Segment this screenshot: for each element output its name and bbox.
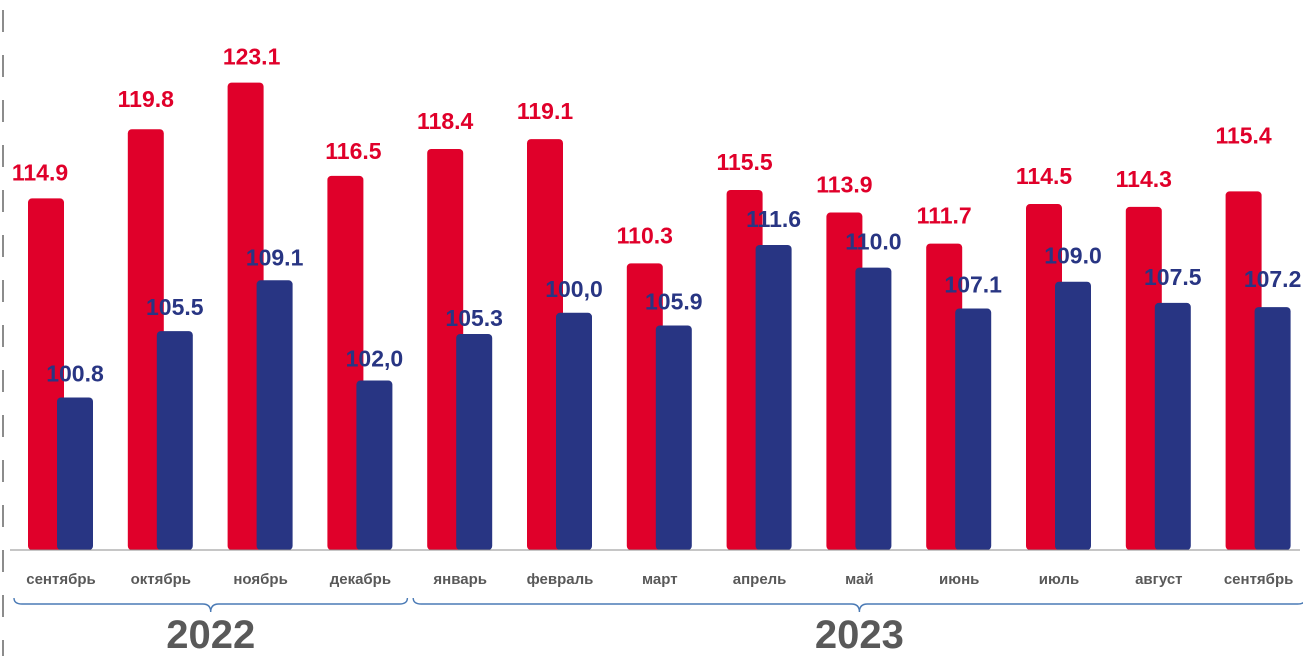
category-label: май [845, 571, 873, 588]
value-label-series-1: 123.1 [223, 44, 281, 70]
value-label-series-1: 115.5 [716, 149, 772, 175]
bar-series-1 [227, 82, 264, 551]
category-label: ноябрь [233, 571, 287, 588]
bar-series-2 [655, 325, 692, 550]
bar-series-1 [1225, 191, 1262, 551]
bar-series-2 [156, 331, 193, 550]
value-label-series-2: 107.2 [1244, 266, 1302, 292]
value-label-series-1: 110.3 [617, 222, 673, 248]
bar-series-1 [327, 175, 364, 550]
value-label-series-1: 116.5 [325, 138, 381, 164]
category-labels: сентябрь октябрь ноябрь декабрь январь феврал… [26, 571, 1293, 588]
value-label-series-2: 107.5 [1144, 264, 1202, 290]
bar-series-2 [456, 333, 493, 550]
bar-series-1 [1026, 204, 1062, 550]
category-label: январь [433, 571, 487, 588]
value-label-series-2: 105.3 [445, 305, 503, 331]
value-label-series-1: 114.3 [1116, 166, 1172, 192]
value-label-series-1: 114.5 [1016, 163, 1072, 189]
value-labels: 114.9 100.8 119.8 105.5 123.1 109.1 116.5 102,0… [12, 44, 1302, 387]
value-label-series-1: 114.9 [12, 159, 68, 185]
year-label: 2023 [815, 613, 904, 656]
category-label: сентябрь [1224, 571, 1294, 588]
category-label: декабрь [330, 571, 391, 588]
bar-series-2 [57, 397, 93, 550]
bar-series-1 [527, 139, 563, 550]
value-label-series-1: 119.8 [118, 86, 174, 112]
value-label-series-2: 109.0 [1044, 243, 1102, 269]
bar-series-2 [356, 380, 393, 550]
bar-series-2 [1055, 281, 1091, 550]
value-label-series-2: 110.0 [845, 229, 901, 255]
value-label-series-2: 102,0 [346, 346, 404, 372]
bar-series-1 [726, 189, 763, 550]
value-label-series-2: 105.5 [146, 294, 204, 320]
bar-series-2 [1154, 302, 1191, 550]
value-label-series-1: 115.4 [1215, 122, 1271, 148]
bar-series-2 [1254, 307, 1291, 550]
bars [28, 82, 1291, 551]
year-brace [412, 597, 1303, 613]
category-label: март [642, 571, 678, 588]
value-label-series-1: 113.9 [816, 172, 872, 198]
bar-series-1 [926, 243, 963, 550]
bar-series-1 [626, 263, 663, 550]
category-label: апрель [733, 571, 787, 588]
value-label-series-2: 107.1 [944, 272, 1002, 298]
bar-series-1 [1125, 206, 1162, 550]
bar-series-2 [755, 245, 792, 550]
category-label: октябрь [131, 571, 191, 588]
category-label: июнь [939, 571, 979, 588]
year-braces [13, 597, 1303, 613]
value-label-series-2: 105.9 [645, 288, 703, 314]
value-label-series-1: 119.1 [517, 98, 573, 124]
category-label: июль [1039, 571, 1079, 588]
bar-series-2 [256, 280, 293, 550]
bar-series-1 [127, 129, 164, 550]
year-label: 2022 [166, 613, 255, 656]
year-labels: 2022 2023 [166, 613, 904, 656]
bar-series-2 [955, 308, 992, 550]
value-label-series-2: 109.1 [246, 244, 304, 270]
bar-series-2 [855, 267, 892, 550]
category-label: сентябрь [26, 571, 96, 588]
year-brace [13, 597, 409, 613]
bar-series-2 [556, 312, 592, 550]
value-label-series-1: 111.7 [917, 203, 972, 229]
bar-series-1 [427, 148, 464, 550]
value-label-series-2: 100.8 [46, 361, 104, 387]
value-label-series-1: 118.4 [417, 108, 473, 134]
bar-series-1 [28, 198, 64, 551]
category-label: февраль [527, 571, 594, 588]
value-label-series-2: 100,0 [545, 276, 603, 302]
category-label: август [1135, 571, 1182, 588]
bar-series-1 [826, 212, 863, 551]
value-label-series-2: 111.6 [746, 206, 801, 232]
